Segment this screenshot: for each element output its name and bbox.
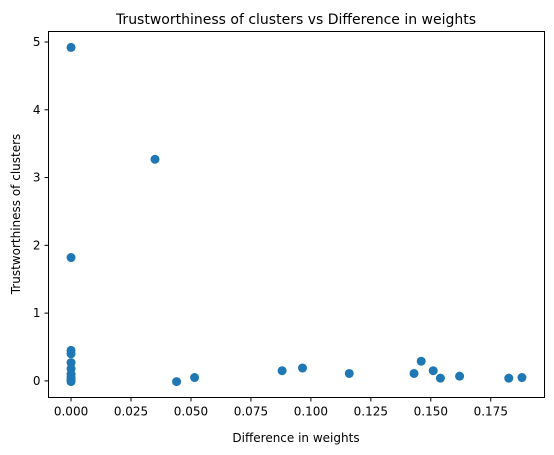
- scatter-point: [409, 368, 419, 378]
- scatter-point: [190, 373, 200, 383]
- scatter-point: [344, 368, 354, 378]
- y-axis: 0 1 2 3 4 5: [33, 35, 49, 388]
- chart-title: Trustworthiness of clusters vs Differenc…: [115, 12, 476, 28]
- x-tick-label: 0.075: [234, 405, 268, 419]
- x-axis-label: Difference in weights: [232, 431, 359, 445]
- scatter-point: [428, 366, 438, 376]
- scatter-point: [172, 377, 182, 387]
- scatter-point: [297, 363, 307, 373]
- scatter-point: [504, 373, 514, 383]
- scatter-point: [277, 366, 287, 376]
- y-tick-label: 3: [33, 171, 41, 185]
- y-axis-label: Trustworthiness of clusters: [9, 134, 23, 296]
- y-tick-label: 0: [33, 374, 41, 388]
- y-tick-label: 1: [33, 306, 41, 320]
- scatter-point: [66, 349, 76, 359]
- plot-frame: [48, 31, 545, 398]
- data-points: [66, 42, 527, 387]
- scatter-point: [517, 373, 527, 383]
- x-tick-label: 0.150: [414, 405, 448, 419]
- scatter-point: [66, 253, 76, 263]
- x-tick-label: 0.100: [294, 405, 328, 419]
- x-tick-label: 0.050: [174, 405, 208, 419]
- y-tick-label: 5: [33, 35, 41, 49]
- x-tick-label: 0.000: [54, 405, 88, 419]
- x-tick-label: 0.175: [474, 405, 508, 419]
- y-tick-label: 4: [33, 103, 41, 117]
- x-tick-label: 0.025: [114, 405, 148, 419]
- x-axis: 0.000 0.025 0.050 0.075 0.100 0.125 0.150 0.175: [54, 397, 508, 419]
- scatter-point: [66, 377, 76, 387]
- scatter-point: [435, 373, 445, 383]
- scatter-point: [416, 356, 426, 366]
- y-tick-label: 2: [33, 238, 41, 252]
- x-tick-label: 0.125: [354, 405, 388, 419]
- scatter-point: [455, 371, 465, 381]
- scatter-point: [66, 42, 76, 52]
- scatter-point: [150, 154, 160, 164]
